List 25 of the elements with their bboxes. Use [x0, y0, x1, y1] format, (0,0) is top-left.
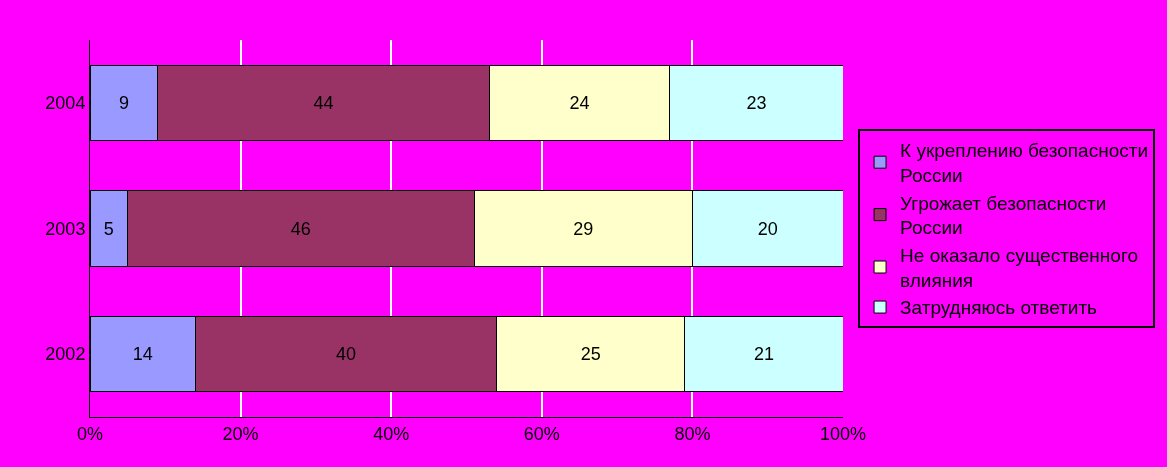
x-tick-label: 0%: [76, 423, 104, 444]
legend-label: Угрожает безопасности России: [900, 192, 1107, 239]
legend-label: Не оказало существенного влияния: [900, 245, 1138, 291]
data-label: 14: [132, 344, 153, 365]
data-label: 46: [290, 218, 311, 239]
legend-label: Затрудняюсь ответить: [900, 297, 1098, 319]
x-tick-label: 20%: [222, 423, 259, 444]
y-tick-label: 2004: [45, 93, 86, 114]
legend-label: К укреплению безопасности России: [900, 140, 1149, 186]
data-label: 5: [103, 218, 114, 239]
x-tick-label: 40%: [373, 423, 410, 444]
data-label: 23: [746, 92, 767, 113]
data-label: 20: [757, 218, 778, 239]
x-tick-label: 80%: [674, 423, 711, 444]
y-tick-label: 2003: [45, 218, 86, 239]
data-label: 29: [573, 218, 594, 239]
x-tick-label: 60%: [523, 423, 560, 444]
y-tick-label: 2002: [45, 344, 86, 365]
data-label: 44: [313, 92, 334, 113]
data-label: 9: [118, 92, 129, 113]
x-tick-label: 100%: [819, 423, 867, 444]
data-label: 40: [336, 344, 357, 365]
data-label: 25: [580, 344, 601, 365]
data-label: 21: [753, 344, 774, 365]
data-label: 24: [569, 92, 590, 113]
